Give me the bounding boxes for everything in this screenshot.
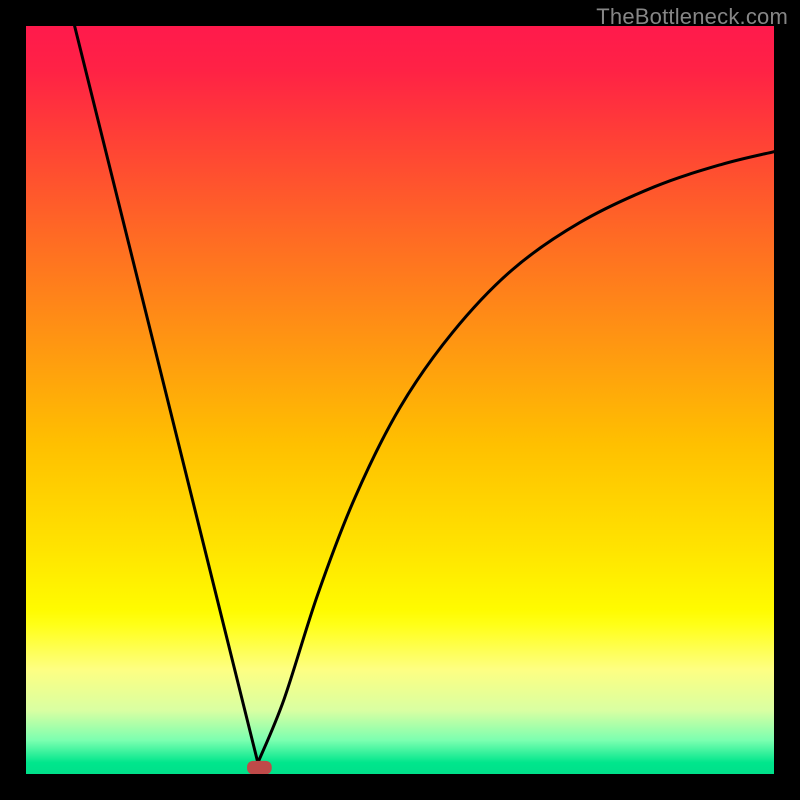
bottleneck-chart (0, 0, 800, 800)
optimal-marker (247, 761, 272, 774)
chart-container: TheBottleneck.com (0, 0, 800, 800)
gradient-background (26, 26, 774, 774)
